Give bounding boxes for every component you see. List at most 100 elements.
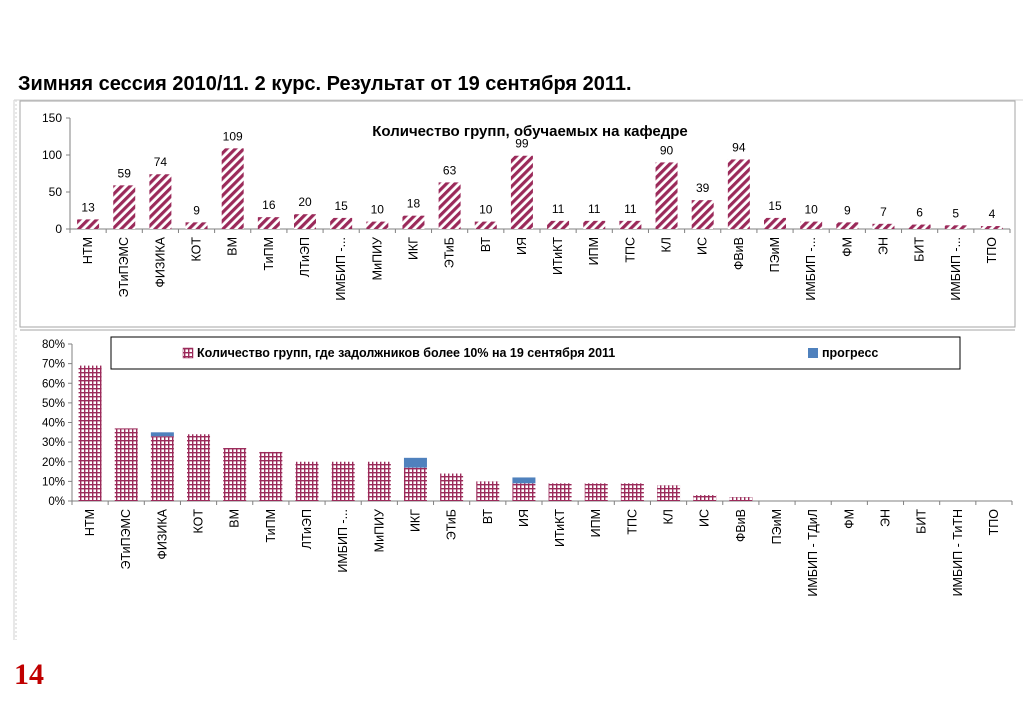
chart1-data-label: 94: [732, 140, 746, 154]
chart1-data-label: 9: [844, 203, 851, 217]
chart1-data-label: 99: [515, 137, 529, 151]
chart2-x-tick-label: ТиПМ: [264, 509, 278, 542]
chart1-bar: [402, 215, 425, 229]
chart1-bar: [149, 174, 172, 229]
chart1-x-tick-label: ИТиКТ: [551, 237, 565, 275]
chart2-bar-progress: [150, 432, 174, 437]
chart1-data-label: 90: [660, 143, 674, 157]
chart2-legend-swatch-progress: [808, 348, 818, 358]
chart1-bar: [764, 217, 786, 229]
chart2-bar-debtors: [367, 461, 391, 501]
chart2-legend-box: [110, 336, 961, 370]
chart1-x-tick-label: ЭТиБ: [443, 237, 457, 268]
chart2-x-tick-label: ИМБИП -...: [336, 509, 350, 573]
chart1-data-label: 7: [880, 205, 887, 219]
chart1-bar: [727, 159, 750, 229]
chart2-y-tick-label: 10%: [42, 476, 65, 488]
chart1-x-tick-label: ЭТиПЭМС: [117, 237, 131, 297]
chart1-data-label: 11: [624, 202, 637, 216]
chart2-x-tick-label: ВТ: [481, 509, 495, 525]
chart2-x-tick-label: ИМБИП - ТДиЛ: [806, 509, 820, 597]
chart1-bar: [908, 224, 931, 229]
chart2-bar-debtors: [476, 481, 500, 501]
chart2-legend-label-debtors: Количество групп, где задолжников более …: [197, 346, 615, 360]
chart2-y-tick-label: 60%: [42, 378, 65, 390]
chart1-x-tick-label: ИКГ: [406, 237, 420, 260]
chart2-bar-debtors: [114, 428, 138, 501]
chart2-x-tick-label: ИТиКТ: [553, 509, 567, 547]
chart1-y-tick-label: 50: [49, 185, 63, 199]
chart1-x-tick-label: ЛТиЭП: [298, 237, 312, 277]
chart1-frame: [19, 100, 1016, 328]
chart2-x-tick-label: МиПИУ: [372, 509, 386, 552]
chart1-data-label: 15: [768, 199, 782, 213]
chart2-bar-debtors: [259, 451, 283, 501]
page-title: Зимняя сессия 2010/11. 2 курс. Результат…: [18, 73, 632, 95]
chart1-data-label: 16: [262, 198, 276, 212]
chart2-bar-debtors: [187, 434, 211, 501]
chart2-x-tick-label: ФВиВ: [734, 509, 748, 542]
chart2-bar-debtors: [620, 483, 644, 501]
chart1-x-tick-label: ПЭиМ: [768, 237, 782, 272]
chart1-bar: [221, 148, 244, 229]
chart1-data-label: 10: [479, 203, 493, 217]
chart1-x-tick-label: БИТ: [913, 237, 927, 262]
slide-number: 14: [14, 658, 44, 691]
chart1-x-tick-label: КОТ: [190, 237, 204, 262]
chart1-bar: [474, 221, 497, 229]
chart2-x-tick-label: ПЭиМ: [770, 509, 784, 544]
chart2-y-tick-label: 30%: [42, 437, 65, 449]
chart1-x-tick-label: ИМБИП -...: [804, 237, 818, 301]
chart2-bar-debtors: [403, 467, 427, 501]
chart1-x-tick-label: ИМБИП -...: [334, 237, 348, 301]
chart1-bar: [655, 162, 678, 229]
chart2-x-tick-label: НТМ: [83, 509, 97, 536]
chart1-data-label: 13: [81, 200, 95, 214]
chart1-bar: [185, 222, 208, 229]
chart1-bar: [583, 220, 606, 229]
chart2-bar-progress: [512, 477, 536, 484]
chart2-x-tick-label: ВМ: [228, 509, 242, 528]
chart2-x-tick-label: ТПС: [625, 509, 639, 535]
chart1-data-label: 9: [193, 203, 200, 217]
chart1-x-tick-label: ВМ: [226, 237, 240, 256]
chart1-data-label: 4: [989, 207, 996, 221]
chart-groups-count: 0 50 100 150 Количество групп, обучаемых на …: [42, 111, 1011, 301]
chart2-bar-debtors: [223, 448, 247, 501]
chart1-data-label: 59: [118, 166, 132, 180]
chart1-y-tick-label: 100: [42, 148, 62, 162]
chart2-x-tick-label: ИПМ: [589, 509, 603, 537]
chart-debtors-percent: 0% 10% 20% 30% 40% 50% 60% 70% 80% НТМ ЭТиПЭМС ФИЗИ…: [42, 336, 1013, 597]
chart2-x-tick-label: ЭТиПЭМС: [119, 509, 133, 569]
chart1-data-label: 39: [696, 181, 710, 195]
chart2-x-tick-label: КЛ: [662, 509, 676, 525]
chart2-bar-debtors: [150, 436, 174, 501]
chart2-x-tick-label: КОТ: [192, 509, 206, 534]
chart1-y-tick-label: 150: [42, 111, 62, 125]
chart1-x-tick-label: ИС: [696, 237, 710, 255]
chart1-data-label: 6: [916, 206, 923, 220]
chart1-x-tick-label: ИМБИП -...: [949, 237, 963, 301]
chart1-x-tick-label: ТПС: [623, 237, 637, 263]
chart2-bar-progress: [403, 457, 427, 468]
chart1-bar: [800, 221, 823, 229]
chart2-x-tick-label: ТПО: [987, 509, 1001, 536]
chart1-x-tick-label: ФВиВ: [732, 237, 746, 270]
chart1-x-tick-label: НТМ: [81, 237, 95, 264]
chart2-bar-debtors: [657, 485, 681, 501]
chart1-x-tick-label: МиПИУ: [370, 237, 384, 280]
chart2-y-tick-label: 20%: [42, 457, 65, 469]
chart1-data-label: 20: [298, 195, 312, 209]
chart2-y-tick-label: 70%: [42, 359, 65, 371]
chart1-y-tick-label: 0: [55, 222, 62, 236]
chart2-x-tick-label: ИЯ: [517, 509, 531, 527]
chart2-y-tick-label: 0%: [48, 496, 65, 508]
chart2-y-tick-label: 50%: [42, 398, 65, 410]
chart1-data-label: 11: [588, 202, 601, 216]
chart2-legend-label-progress: прогресс: [822, 346, 878, 360]
chart1-x-tick-label: ФМ: [840, 237, 854, 257]
chart2-bar-debtors: [548, 483, 572, 501]
chart1-data-label: 63: [443, 163, 457, 177]
chart1-data-label: 18: [407, 197, 421, 211]
